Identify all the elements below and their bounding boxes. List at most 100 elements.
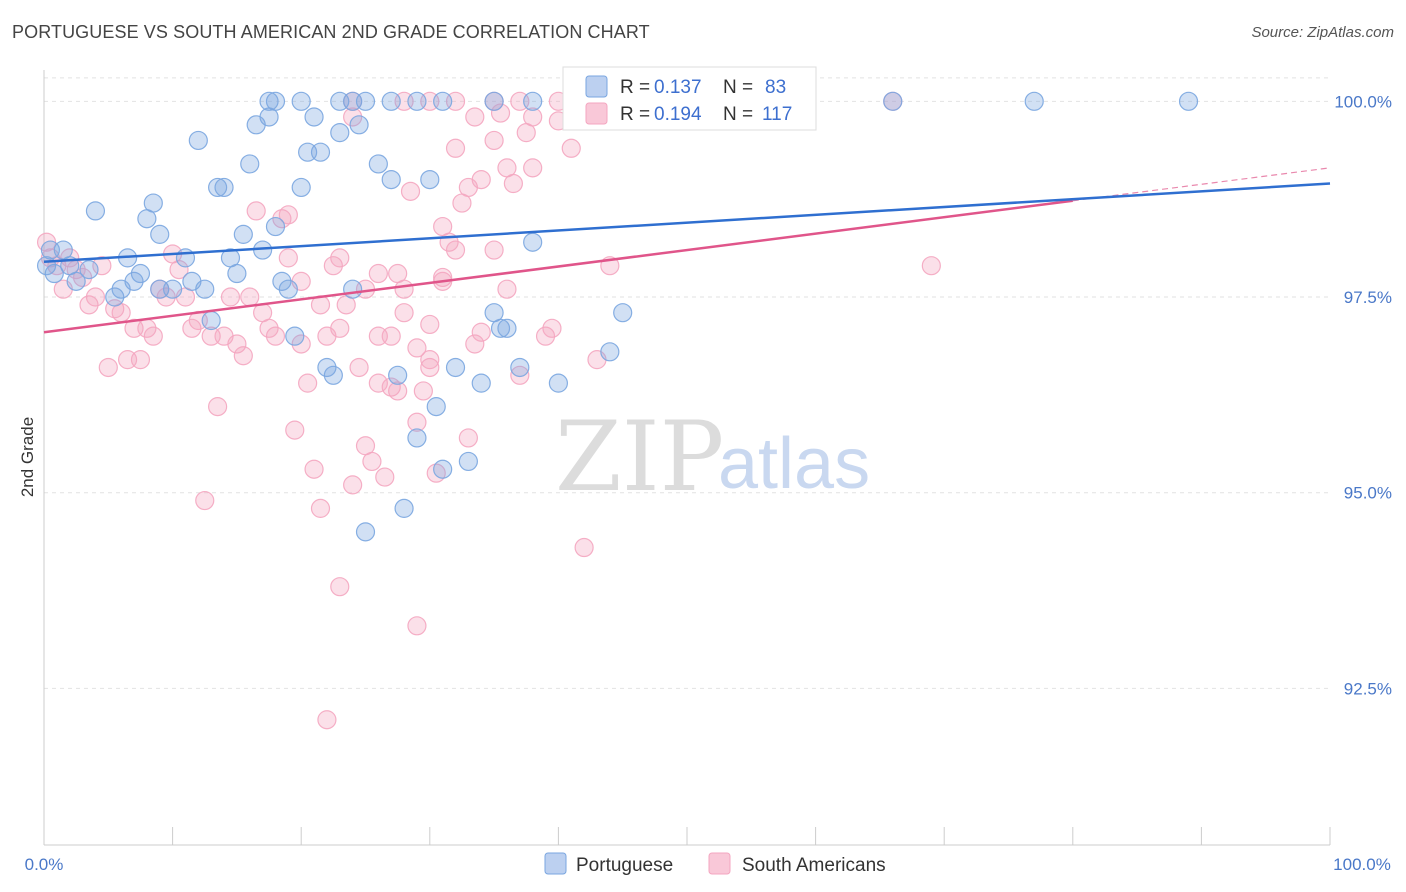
y-axis-label: 2nd Grade (18, 417, 37, 497)
legend-r-value-1: 0.137 (654, 77, 702, 98)
data-point (259, 318, 279, 338)
data-point (490, 103, 511, 123)
data-point (362, 451, 382, 472)
data-point (465, 107, 485, 127)
data-point (523, 232, 543, 252)
data-point (304, 459, 324, 479)
data-point (465, 334, 485, 354)
data-point (291, 91, 311, 111)
data-point (368, 373, 388, 393)
data-point (400, 181, 421, 201)
data-point (208, 177, 228, 198)
bottom-legend-portuguese: Portuguese (576, 855, 673, 876)
data-point (484, 130, 504, 151)
data-point (124, 271, 144, 291)
data-point (265, 326, 286, 346)
data-point (1024, 91, 1044, 111)
data-point (298, 373, 318, 393)
data-point (484, 240, 504, 260)
data-point (323, 365, 343, 385)
y-tick-label: 95.0% (1344, 484, 1392, 503)
data-point (523, 107, 543, 127)
watermark-zip: ZIP (555, 401, 724, 513)
data-point (150, 224, 170, 244)
data-point (420, 169, 440, 190)
data-point (85, 287, 106, 307)
data-point (278, 279, 298, 299)
data-point (317, 357, 337, 378)
data-point (445, 138, 466, 158)
data-point (130, 263, 151, 284)
y-tick-label: 100.0% (1334, 92, 1392, 111)
trend-line-south-americans (43, 199, 1073, 334)
data-point (407, 338, 427, 358)
data-point (285, 420, 305, 440)
legend: R = 0.137 N = 83 R = 0.194 N = 117 (562, 66, 817, 131)
data-point (497, 318, 517, 338)
data-point (471, 373, 491, 393)
data-point (394, 498, 414, 518)
data-point (330, 248, 350, 268)
data-point (195, 490, 215, 511)
data-point (394, 303, 414, 323)
x-axis-ticks (43, 827, 1331, 845)
bottom-legend-swatch-portuguese (544, 852, 567, 875)
data-point (317, 326, 337, 346)
data-point (240, 287, 260, 307)
data-point (471, 322, 491, 342)
watermark-atlas: atlas (718, 424, 870, 504)
data-point (246, 201, 266, 221)
data-point (188, 130, 208, 151)
y-tick-labels: 92.5% 95.0% 97.5% 100.0% (1334, 92, 1392, 698)
trend-line-south-americans-extension (1072, 167, 1331, 202)
data-point (394, 279, 414, 299)
data-point (381, 326, 401, 346)
data-point (343, 107, 363, 127)
data-point (272, 271, 292, 291)
data-point (381, 91, 401, 111)
data-point (433, 459, 453, 479)
data-point (490, 318, 511, 338)
data-point (613, 303, 633, 323)
data-point (381, 169, 401, 190)
data-point (921, 256, 941, 276)
bottom-legend-south-americans: South Americans (742, 855, 886, 876)
data-point (523, 91, 543, 111)
data-point (458, 451, 478, 472)
south-americans-points (36, 91, 941, 730)
data-point (227, 334, 247, 354)
trend-line-portuguese (43, 182, 1331, 264)
data-point (291, 334, 311, 354)
data-point (375, 467, 395, 487)
data-point (317, 710, 337, 730)
trend-lines (43, 167, 1331, 334)
data-point (259, 91, 279, 111)
chart-title: PORTUGUESE VS SOUTH AMERICAN 2ND GRADE C… (12, 22, 650, 42)
data-point (355, 522, 376, 542)
data-point (503, 173, 523, 194)
chart-source: Source: ZipAtlas.com (1251, 24, 1394, 41)
data-point (163, 279, 183, 299)
data-point (368, 263, 388, 284)
data-point (60, 248, 80, 268)
data-point (426, 397, 446, 417)
x-tick-label-max: 100.0% (1333, 855, 1391, 874)
y-tick-label: 92.5% (1344, 679, 1392, 698)
data-point (433, 216, 453, 237)
data-point (265, 91, 286, 111)
data-point (349, 115, 369, 135)
data-point (343, 475, 363, 495)
data-point (407, 91, 427, 111)
legend-r-label-2: R = (620, 104, 650, 125)
data-point (66, 271, 86, 291)
legend-n-label-1: N = (723, 77, 753, 98)
data-point (98, 357, 118, 378)
data-point (265, 216, 286, 237)
data-point (458, 177, 478, 198)
legend-swatch-portuguese (585, 75, 608, 98)
data-point (523, 158, 543, 178)
data-point (233, 346, 253, 366)
data-point (510, 365, 530, 385)
data-point (420, 314, 440, 335)
